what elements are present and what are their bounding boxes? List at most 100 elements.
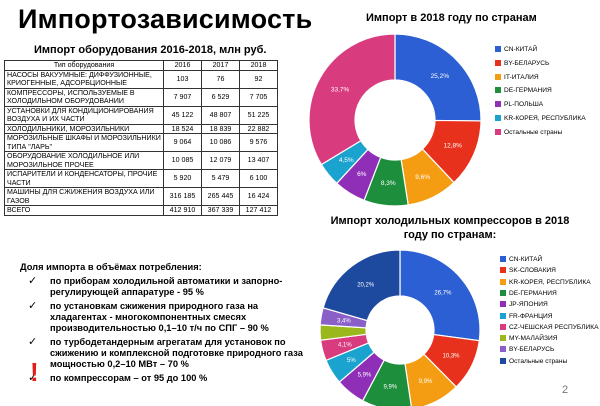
value-2016-cell: 10 085 [163, 151, 202, 170]
slice-value-label: 6% [357, 171, 367, 178]
check-mark-icon: ✓ [28, 336, 38, 348]
legend-swatch [500, 278, 506, 285]
legend-item: DE-ГЕРМАНИЯ [500, 289, 557, 297]
legend-item: IT-ИТАЛИЯ [495, 73, 539, 81]
equipment-type-cell: машины для сжижения воздуха или газов [4, 187, 164, 206]
equipment-type-cell: оборудование холодильное или морозильное… [4, 151, 164, 170]
legend-item: CN-КИТАЙ [495, 46, 537, 53]
legend-item: CZ-ЧЕШСКАЯ РЕСПУБЛИКА [500, 323, 599, 331]
value-2017-cell: 5 479 [201, 169, 240, 188]
legend-label: CN-КИТАЙ [509, 256, 543, 263]
legend-label: PL-ПОЛЬША [504, 101, 544, 109]
table-row: всего 412 910 367 339 127 412 [4, 205, 278, 216]
donut-slice [322, 249, 401, 322]
slice-value-label: 5,9% [358, 373, 372, 379]
legend-label: SK-СЛОВАКИЯ [509, 267, 556, 275]
value-2018-cell: 51 225 [239, 105, 278, 125]
legend-swatch [500, 267, 506, 274]
value-2017-cell: 265 445 [201, 187, 240, 206]
donut-slice [308, 33, 396, 166]
table-row: испарители и конденсаторы, прочие части 5… [4, 169, 278, 188]
value-2016-cell: 45 122 [163, 105, 202, 125]
value-2018-cell: 6 100 [239, 169, 278, 188]
legend-label: Остальные страны [504, 128, 563, 136]
equipment-type-cell: испарители и конденсаторы, прочие части [4, 169, 164, 188]
legend-item: Остальные страны [495, 128, 563, 136]
chart1-title: Импорт в 2018 году по странам [366, 12, 537, 24]
import-share-notes: Доля импорта в объёмах потребления: ✓ по … [14, 262, 314, 384]
value-2017-cell: 76 [201, 69, 240, 89]
chart2-legend: CN-КИТАЙ SK-СЛОВАКИЯ KR-КОРЕЯ, РЕСПУБЛИКА D… [500, 256, 600, 376]
legend-swatch [500, 323, 506, 330]
legend-label: JP-ЯПОНИЯ [509, 301, 548, 309]
note-item: ✓ по компрессорам – от 95 до 100 % [14, 373, 314, 384]
note-item: ✓ по установкам сжижения природного газа … [14, 301, 314, 334]
table-row: оборудование холодильное или морозильное… [4, 151, 278, 170]
value-2018-cell: 13 407 [239, 151, 278, 170]
value-2017-cell: 48 807 [201, 105, 240, 125]
legend-label: BY-БЕЛАРУСЬ [504, 59, 550, 67]
legend-label: CN-КИТАЙ [504, 46, 538, 53]
header-2018: 2018 [239, 60, 278, 71]
page-title: Импортозависимость [18, 4, 313, 34]
notes-heading: Доля импорта в объёмах потребления: [20, 262, 202, 272]
legend-label: IT-ИТАЛИЯ [504, 73, 539, 81]
equipment-type-cell: насосы вакуумные: диффузионные, криогенн… [4, 69, 164, 89]
header-type: Тип оборудования [4, 60, 164, 71]
legend-item: MY-МАЛАЙЗИЯ [500, 335, 557, 342]
value-2018-cell: 16 424 [239, 187, 278, 206]
value-2017-cell: 367 339 [201, 205, 240, 216]
legend-label: MY-МАЛАЙЗИЯ [509, 335, 558, 343]
equipment-type-cell: морозильные шкафы и морозильники типа "л… [4, 133, 164, 152]
legend-swatch [495, 115, 501, 121]
legend-swatch [495, 87, 501, 94]
legend-item: Остальные страны [500, 357, 567, 365]
slice-value-label: 20,2% [357, 283, 375, 289]
value-2018-cell: 92 [239, 69, 278, 89]
legend-label: BY-БЕЛАРУСЬ [509, 346, 555, 354]
value-2016-cell: 316 185 [163, 187, 202, 206]
legend-swatch [500, 335, 506, 342]
legend-swatch [500, 256, 506, 262]
table-row: машины для сжижения воздуха или газов 316… [4, 187, 278, 206]
legend-swatch [495, 73, 501, 80]
legend-item: DE-ГЕРМАНИЯ [495, 87, 552, 94]
value-2017-cell: 18 839 [201, 123, 240, 134]
legend-item: BY-БЕЛАРУСЬ [495, 59, 550, 67]
page-number: 2 [562, 384, 569, 396]
chart2-title: Импорт холодильных компрессоров в 2018 г… [330, 215, 570, 241]
legend-swatch [500, 301, 506, 308]
exclamation-icon: ! [30, 357, 39, 387]
legend-swatch [500, 357, 506, 364]
equipment-type-cell: всего [4, 205, 164, 216]
note-text: по установкам сжижения природного газа н… [50, 301, 269, 333]
value-2018-cell: 127 412 [239, 205, 278, 216]
legend-swatch [495, 128, 501, 135]
equipment-type-cell: установки для кондиционирования воздуха … [4, 105, 164, 125]
compressor-import-donut-chart: 26,7% 10,3% 9,9% 9,9% 5,9% 5% 4,1% 3,4% 20,2% [319, 249, 481, 406]
slice-value-label: 33,7% [331, 86, 350, 93]
slice-value-label: 4,1% [338, 343, 352, 349]
note-text: по приборам холодильной автоматики и зап… [50, 276, 283, 297]
equipment-type-cell: холодильники, морозильники [4, 123, 164, 134]
slice-value-label: 25,2% [431, 73, 450, 80]
value-2018-cell: 22 882 [239, 123, 278, 134]
donut-slice [394, 33, 482, 122]
country-import-donut-chart: 25,2% 12,8% 9,6% 8,3% 6%4,5% 33,7% [308, 33, 482, 207]
legend-label: FR-ФРАНЦИЯ [509, 312, 553, 320]
legend-swatch [500, 289, 506, 296]
legend-swatch [495, 101, 501, 108]
chart1-legend: CN-КИТАЙ BY-БЕЛАРУСЬ IT-ИТАЛИЯ DE-ГЕРМАНИЯ P… [495, 46, 600, 146]
table-row: холодильники, морозильники 18 524 18 839 22… [4, 123, 278, 134]
value-2016-cell: 7 907 [163, 87, 202, 107]
value-2016-cell: 103 [163, 69, 202, 89]
legend-swatch [495, 59, 501, 66]
donut-slice [399, 249, 481, 342]
donut-slice [404, 353, 458, 406]
legend-item: BY-БЕЛАРУСЬ [500, 346, 554, 353]
legend-item: PL-ПОЛЬША [495, 101, 543, 108]
legend-label: CZ-ЧЕШСКАЯ РЕСПУБЛИКА [509, 323, 599, 331]
table-row: морозильные шкафы и морозильники типа "л… [4, 133, 278, 152]
slice-value-label: 5% [347, 358, 356, 364]
table-row: насосы вакуумные: диффузионные, криогенн… [4, 69, 278, 89]
